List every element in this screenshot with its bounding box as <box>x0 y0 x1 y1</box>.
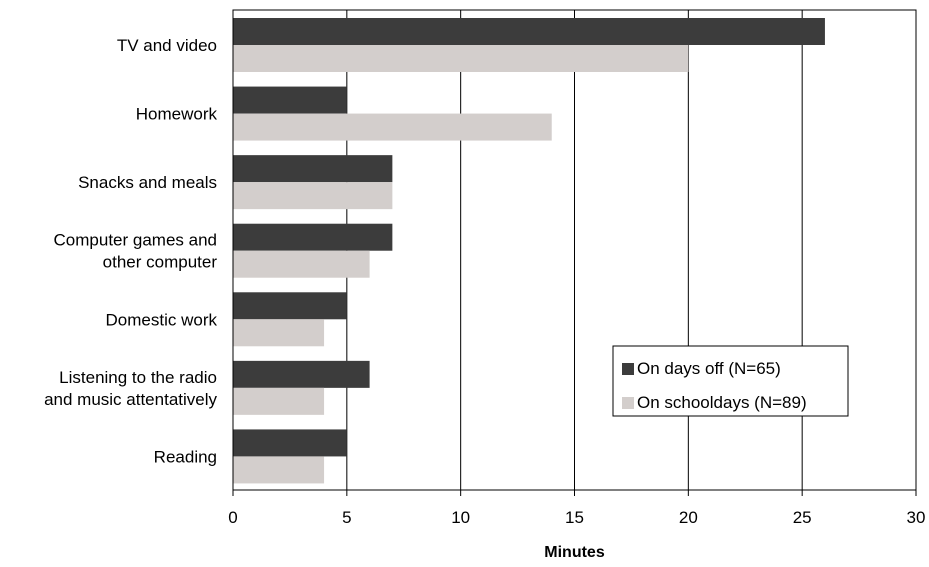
bar-days-off-0 <box>233 18 825 45</box>
x-tick-label: 30 <box>907 508 926 527</box>
bar-days-off-4 <box>233 292 347 320</box>
bar-days-off-6 <box>233 429 347 457</box>
bar-days-off-3 <box>233 223 393 251</box>
x-tick-label: 10 <box>451 508 470 527</box>
x-tick-label: 15 <box>565 508 584 527</box>
bar-schooldays-5 <box>233 387 325 415</box>
category-labels: TV and video Homework Snacks and meals Comp… <box>44 36 217 466</box>
x-tick-label: 25 <box>793 508 812 527</box>
legend-label: On schooldays (N=89) <box>637 393 807 412</box>
category-label: TV and video <box>117 36 217 55</box>
category-label: and music attentatively <box>44 390 217 409</box>
category-label: Snacks and meals <box>78 173 217 192</box>
bars <box>233 18 825 484</box>
bar-days-off-1 <box>233 86 347 114</box>
bar-schooldays-6 <box>233 456 325 484</box>
category-label: Listening to the radio <box>59 368 217 387</box>
category-label: Domestic work <box>106 310 218 329</box>
legend-box <box>612 345 849 417</box>
x-axis-ticks: 0 5 10 15 20 25 30 <box>228 490 925 527</box>
category-label: Computer games and <box>54 231 217 250</box>
x-tick-label: 5 <box>342 508 351 527</box>
legend-swatch-schooldays <box>622 397 634 409</box>
bar-schooldays-1 <box>233 113 552 141</box>
category-label: Reading <box>154 447 217 466</box>
bar-days-off-5 <box>233 360 370 388</box>
category-label: other computer <box>103 253 218 272</box>
bar-schooldays-3 <box>233 250 370 278</box>
legend-swatch-days-off <box>622 363 634 375</box>
category-label: Homework <box>136 105 218 124</box>
x-axis-title: Minutes <box>544 544 605 561</box>
legend-label: On days off (N=65) <box>637 359 781 378</box>
bar-days-off-2 <box>233 155 393 183</box>
x-tick-label: 20 <box>679 508 698 527</box>
bar-schooldays-2 <box>233 182 393 210</box>
x-tick-label: 0 <box>228 508 237 527</box>
bar-schooldays-4 <box>233 319 325 347</box>
legend: On days off (N=65) On schooldays (N=89) <box>612 345 849 417</box>
bar-schooldays-0 <box>233 45 689 72</box>
